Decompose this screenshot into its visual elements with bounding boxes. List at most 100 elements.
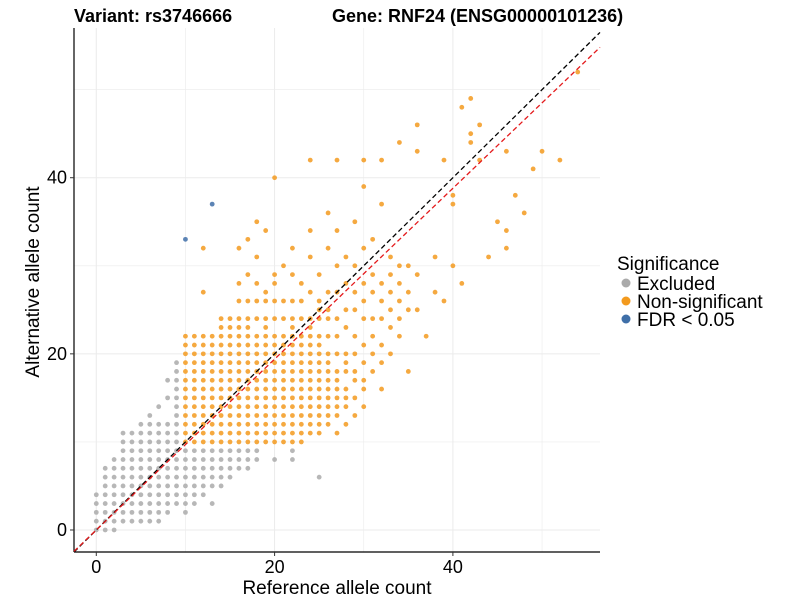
point-excluded [165, 430, 171, 436]
point-non-significant [316, 333, 322, 339]
point-excluded [102, 474, 108, 480]
point-non-significant [227, 333, 233, 339]
point-non-significant [334, 228, 340, 233]
point-non-significant [254, 377, 260, 383]
point-excluded [209, 474, 215, 480]
point-excluded [93, 492, 99, 498]
point-non-significant [254, 404, 260, 410]
point-non-significant [227, 386, 233, 392]
point-non-significant [405, 369, 411, 374]
point-non-significant [236, 404, 242, 410]
point-non-significant [397, 280, 402, 286]
point-non-significant [191, 439, 197, 445]
legend-swatch-non-significant [621, 296, 631, 306]
point-non-significant [200, 369, 206, 374]
point-non-significant [227, 316, 233, 322]
point-non-significant [298, 404, 304, 410]
point-excluded [183, 474, 188, 480]
point-non-significant [325, 377, 331, 383]
point-non-significant [334, 395, 340, 401]
point-non-significant [183, 333, 188, 339]
point-excluded [102, 509, 108, 515]
point-non-significant [254, 360, 260, 366]
point-non-significant [183, 351, 188, 357]
point-non-significant [397, 263, 402, 269]
point-non-significant [183, 369, 188, 374]
point-non-significant [334, 369, 340, 374]
point-excluded [111, 457, 117, 462]
point-excluded [120, 483, 126, 489]
point-excluded [165, 501, 171, 506]
point-non-significant [352, 395, 358, 401]
point-non-significant [191, 413, 197, 418]
point-non-significant [281, 360, 286, 366]
point-excluded [120, 509, 126, 515]
point-non-significant [325, 210, 331, 216]
point-non-significant [272, 421, 277, 427]
point-non-significant [495, 219, 500, 225]
point-non-significant [272, 404, 277, 410]
point-non-significant [200, 377, 206, 383]
point-excluded [290, 448, 295, 454]
point-non-significant [441, 298, 447, 304]
point-excluded [102, 465, 108, 471]
point-excluded [191, 448, 197, 454]
point-non-significant [459, 104, 465, 110]
point-non-significant [263, 316, 269, 322]
point-non-significant [227, 360, 233, 366]
point-non-significant [530, 166, 536, 172]
point-non-significant [254, 413, 260, 418]
point-non-significant [307, 430, 313, 436]
point-excluded [156, 474, 162, 480]
point-non-significant [388, 254, 393, 260]
point-non-significant [334, 377, 340, 383]
point-non-significant [298, 395, 304, 401]
point-non-significant [254, 280, 260, 286]
point-excluded [156, 509, 162, 515]
point-non-significant [245, 236, 251, 242]
point-non-significant [503, 228, 509, 233]
point-excluded [165, 483, 171, 489]
point-non-significant [290, 377, 295, 383]
legend-label-non-significant: Non-significant [637, 292, 763, 313]
point-non-significant [272, 395, 277, 401]
point-non-significant [379, 298, 384, 304]
point-non-significant [200, 439, 206, 445]
point-excluded [138, 457, 144, 462]
point-excluded [245, 465, 251, 471]
point-non-significant [370, 316, 376, 322]
point-excluded [218, 465, 224, 471]
point-excluded [200, 492, 206, 498]
point-excluded [174, 465, 179, 471]
point-non-significant [281, 333, 286, 339]
point-non-significant [209, 351, 215, 357]
point-excluded [111, 527, 117, 533]
point-non-significant [414, 122, 420, 128]
point-non-significant [263, 228, 269, 233]
point-non-significant [236, 377, 242, 383]
point-non-significant [272, 360, 277, 366]
point-non-significant [316, 351, 322, 357]
point-non-significant [316, 377, 322, 383]
point-excluded [290, 457, 295, 462]
point-non-significant [361, 316, 367, 322]
point-non-significant [209, 395, 215, 401]
x-tick-label: 0 [91, 557, 101, 577]
y-tick-label: 0 [57, 520, 67, 540]
point-excluded [147, 509, 153, 515]
point-excluded [111, 501, 117, 506]
point-excluded [138, 465, 144, 471]
point-non-significant [361, 184, 367, 189]
point-non-significant [236, 333, 242, 339]
point-non-significant [503, 148, 509, 154]
point-non-significant [379, 201, 384, 207]
point-excluded [147, 457, 153, 462]
point-non-significant [361, 360, 367, 366]
point-excluded [93, 509, 99, 515]
point-non-significant [379, 386, 384, 392]
point-non-significant [263, 430, 269, 436]
gene-title: Gene: RNF24 (ENSG00000101236) [332, 6, 623, 26]
x-tick-label: 20 [265, 557, 285, 577]
point-non-significant [209, 421, 215, 427]
point-non-significant [191, 395, 197, 401]
